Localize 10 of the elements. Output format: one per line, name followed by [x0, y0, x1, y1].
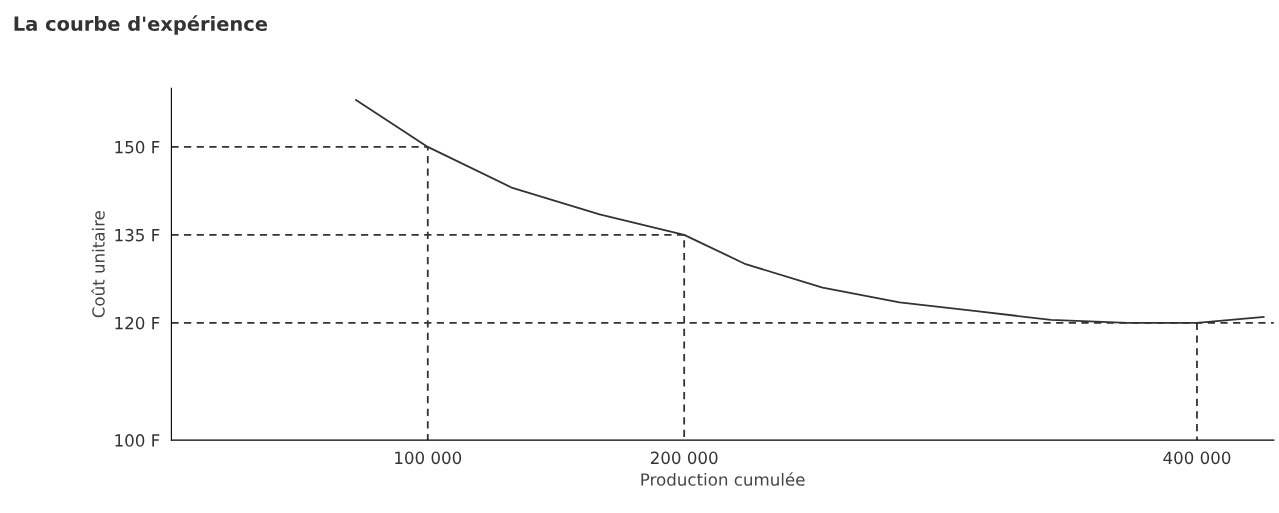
y-axis-title: Coût unitaire [91, 211, 105, 318]
x-axis-title: Production cumulée [641, 472, 805, 486]
y-tick-label: 135 F [115, 228, 160, 242]
y-tick-label: 150 F [115, 140, 160, 154]
x-tick-label: 100 000 [395, 451, 462, 465]
y-tick-label: 100 F [115, 434, 160, 447]
x-tick-label: 200 000 [650, 451, 718, 465]
y-tick-label: 120 F [115, 316, 160, 330]
chart-title: La courbe d'expérience [14, 15, 268, 35]
x-tick-label: 400 000 [1163, 451, 1231, 465]
